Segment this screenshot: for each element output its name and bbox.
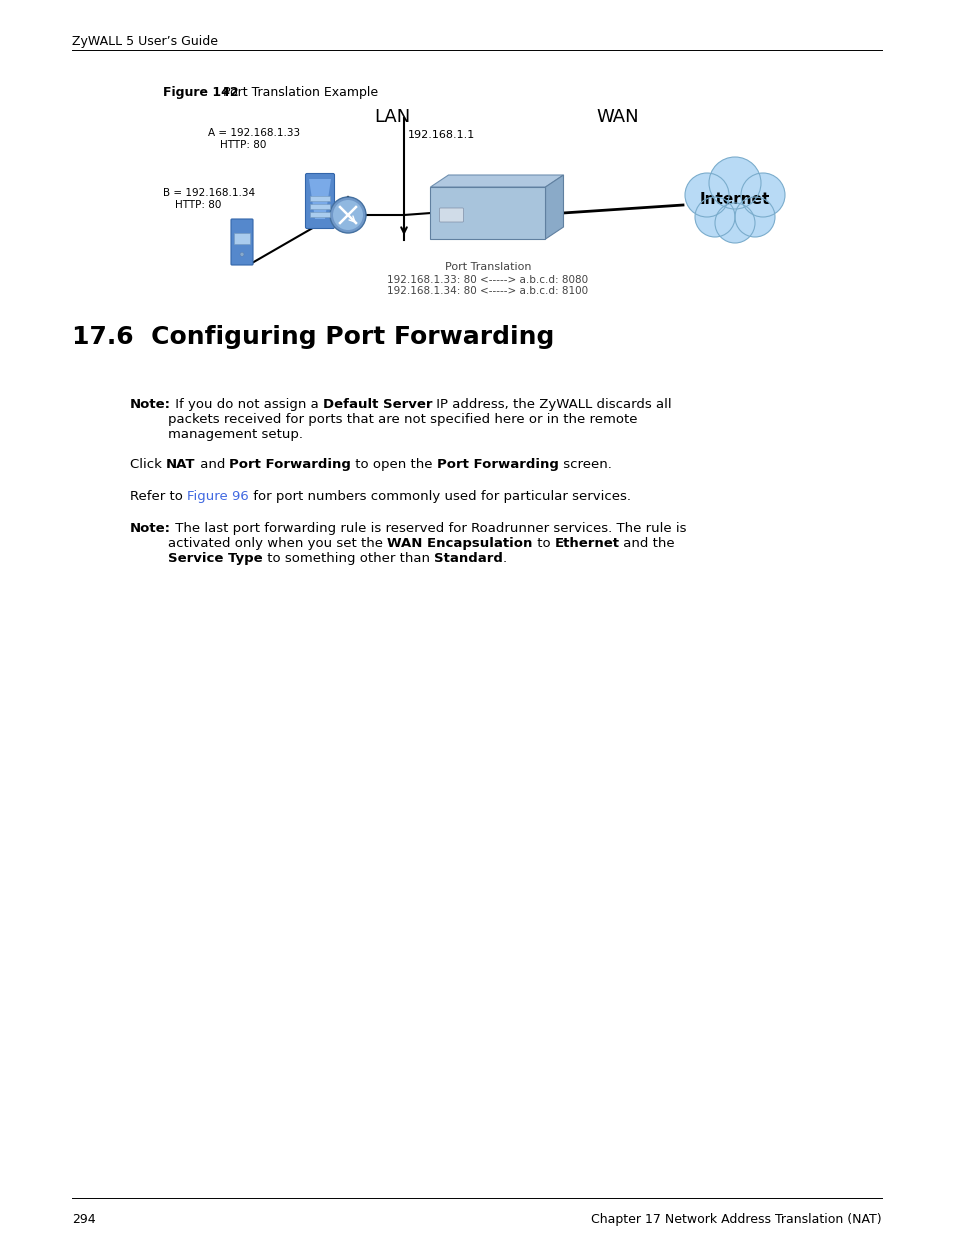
Text: If you do not assign a: If you do not assign a [171, 398, 323, 411]
Text: Figure 96: Figure 96 [187, 490, 249, 503]
Text: A = 192.168.1.33: A = 192.168.1.33 [208, 128, 300, 138]
Circle shape [734, 198, 774, 237]
Text: Default Server: Default Server [323, 398, 432, 411]
Text: to something other than: to something other than [262, 552, 434, 564]
Text: for port numbers commonly used for particular services.: for port numbers commonly used for parti… [249, 490, 630, 503]
Text: Port Translation Example: Port Translation Example [214, 86, 377, 99]
Text: packets received for ports that are not specified here or in the remote: packets received for ports that are not … [168, 412, 637, 426]
Circle shape [714, 203, 754, 243]
Text: to: to [532, 537, 554, 550]
Text: Service Type: Service Type [168, 552, 262, 564]
Text: activated only when you set the: activated only when you set the [168, 537, 387, 550]
Text: Internet: Internet [700, 193, 769, 207]
Polygon shape [430, 175, 563, 186]
Text: and: and [195, 458, 229, 471]
Polygon shape [545, 175, 563, 240]
Text: LAN: LAN [374, 107, 410, 126]
Circle shape [740, 173, 784, 217]
Text: .: . [502, 552, 506, 564]
Circle shape [333, 200, 363, 230]
Circle shape [684, 173, 728, 217]
Text: WAN: WAN [596, 107, 639, 126]
Text: ZyWALL 5 User’s Guide: ZyWALL 5 User’s Guide [71, 35, 218, 48]
Text: 192.168.1.33: 80 <-----> a.b.c.d: 8080: 192.168.1.33: 80 <-----> a.b.c.d: 8080 [387, 275, 588, 285]
Text: Ethernet: Ethernet [554, 537, 618, 550]
Text: to open the: to open the [351, 458, 436, 471]
Circle shape [695, 198, 734, 237]
Text: 192.168.1.34: 80 <-----> a.b.c.d: 8100: 192.168.1.34: 80 <-----> a.b.c.d: 8100 [387, 287, 588, 296]
FancyBboxPatch shape [310, 196, 330, 201]
Text: Chapter 17 Network Address Translation (NAT): Chapter 17 Network Address Translation (… [591, 1213, 882, 1226]
Text: Standard: Standard [434, 552, 502, 564]
Text: Note:: Note: [130, 522, 171, 535]
Text: HTTP: 80: HTTP: 80 [220, 140, 266, 149]
Text: The last port forwarding rule is reserved for Roadrunner services. The rule is: The last port forwarding rule is reserve… [171, 522, 686, 535]
Text: B = 192.168.1.34: B = 192.168.1.34 [163, 188, 254, 198]
Text: management setup.: management setup. [168, 429, 303, 441]
Circle shape [330, 198, 366, 233]
Text: Click: Click [130, 458, 166, 471]
FancyBboxPatch shape [439, 207, 463, 222]
Circle shape [240, 252, 244, 257]
FancyBboxPatch shape [310, 204, 330, 209]
Polygon shape [430, 186, 545, 240]
Text: and the: and the [618, 537, 675, 550]
Text: NAT: NAT [166, 458, 195, 471]
Text: WAN Encapsulation: WAN Encapsulation [387, 537, 532, 550]
Text: HTTP: 80: HTTP: 80 [174, 200, 221, 210]
Text: 294: 294 [71, 1213, 95, 1226]
Text: Refer to: Refer to [130, 490, 187, 503]
Text: IP address, the ZyWALL discards all: IP address, the ZyWALL discards all [432, 398, 672, 411]
Text: Figure 142: Figure 142 [163, 86, 238, 99]
Text: 17.6  Configuring Port Forwarding: 17.6 Configuring Port Forwarding [71, 325, 554, 350]
Text: Port Translation: Port Translation [444, 262, 531, 272]
Text: 192.168.1.1: 192.168.1.1 [408, 130, 475, 140]
FancyBboxPatch shape [310, 212, 330, 217]
FancyBboxPatch shape [231, 219, 253, 266]
Text: Port Forwarding: Port Forwarding [436, 458, 558, 471]
Text: Note:: Note: [130, 398, 171, 411]
FancyBboxPatch shape [305, 173, 335, 228]
Polygon shape [309, 179, 331, 219]
Text: screen.: screen. [558, 458, 611, 471]
Circle shape [708, 157, 760, 209]
Text: Port Forwarding: Port Forwarding [229, 458, 351, 471]
FancyBboxPatch shape [233, 233, 250, 245]
